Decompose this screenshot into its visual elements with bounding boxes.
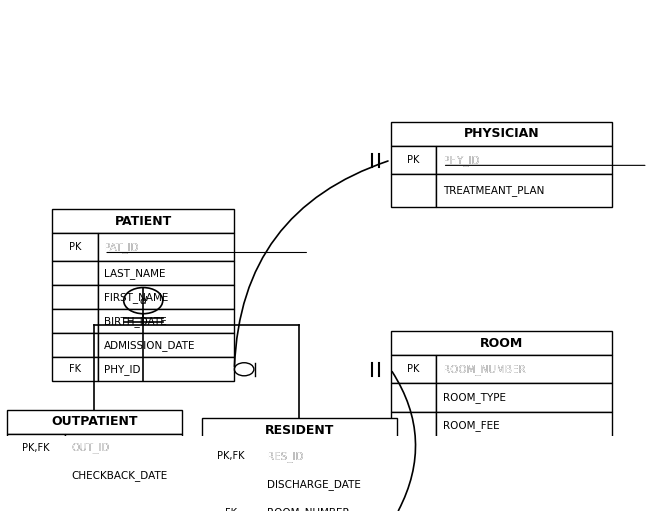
FancyBboxPatch shape (65, 433, 182, 462)
FancyBboxPatch shape (52, 357, 98, 381)
FancyBboxPatch shape (65, 462, 182, 490)
FancyBboxPatch shape (391, 174, 436, 207)
Text: ROOM_NUMBER: ROOM_NUMBER (267, 507, 350, 511)
FancyBboxPatch shape (436, 174, 612, 207)
FancyBboxPatch shape (7, 462, 65, 490)
Text: PHY_ID: PHY_ID (443, 155, 479, 166)
FancyBboxPatch shape (98, 357, 234, 381)
FancyBboxPatch shape (52, 309, 98, 333)
FancyBboxPatch shape (202, 499, 260, 511)
Text: OUT_ID: OUT_ID (72, 442, 110, 453)
FancyBboxPatch shape (98, 285, 234, 309)
Text: PK,FK: PK,FK (22, 443, 49, 453)
FancyBboxPatch shape (202, 442, 260, 471)
FancyBboxPatch shape (436, 146, 612, 174)
FancyBboxPatch shape (98, 309, 234, 333)
Text: PHYSICIAN: PHYSICIAN (464, 127, 539, 141)
Text: FK: FK (225, 508, 237, 511)
FancyBboxPatch shape (436, 383, 612, 412)
FancyBboxPatch shape (98, 262, 234, 285)
Text: ROOM_TYPE: ROOM_TYPE (443, 392, 506, 403)
Text: PK: PK (407, 155, 420, 165)
Text: RESIDENT: RESIDENT (265, 424, 334, 437)
Text: d: d (140, 296, 146, 306)
FancyBboxPatch shape (52, 209, 234, 233)
FancyBboxPatch shape (52, 285, 98, 309)
Text: PHY_ID: PHY_ID (104, 364, 141, 375)
FancyBboxPatch shape (391, 383, 436, 412)
Text: LAST_NAME: LAST_NAME (104, 268, 165, 279)
FancyBboxPatch shape (436, 412, 612, 440)
Text: ROOM_NUMBER: ROOM_NUMBER (443, 364, 525, 375)
Text: PAT_ID: PAT_ID (104, 242, 139, 253)
Text: PK,FK: PK,FK (217, 451, 245, 461)
Text: CHECKBACK_DATE: CHECKBACK_DATE (72, 471, 168, 481)
Text: PATIENT: PATIENT (115, 215, 172, 227)
FancyBboxPatch shape (391, 146, 436, 174)
Text: OUT_ID: OUT_ID (72, 442, 110, 453)
Text: OUTPATIENT: OUTPATIENT (51, 415, 137, 428)
Text: PK: PK (407, 364, 420, 374)
FancyBboxPatch shape (202, 471, 260, 499)
FancyBboxPatch shape (52, 333, 98, 357)
FancyBboxPatch shape (52, 262, 98, 285)
FancyBboxPatch shape (260, 499, 397, 511)
Text: PHY_ID: PHY_ID (443, 155, 479, 166)
FancyBboxPatch shape (391, 331, 612, 355)
FancyBboxPatch shape (436, 355, 612, 383)
Text: FK: FK (69, 364, 81, 374)
Text: DISCHARGE_DATE: DISCHARGE_DATE (267, 479, 361, 490)
Text: ROOM_FEE: ROOM_FEE (443, 421, 499, 431)
FancyBboxPatch shape (391, 412, 436, 440)
FancyBboxPatch shape (202, 419, 397, 442)
Text: BIRTH_DATE: BIRTH_DATE (104, 316, 167, 327)
Text: ADMISSION_DATE: ADMISSION_DATE (104, 340, 196, 351)
FancyBboxPatch shape (391, 355, 436, 383)
Text: RES_ID: RES_ID (267, 451, 303, 462)
Text: ROOM_NUMBER: ROOM_NUMBER (443, 364, 525, 375)
FancyBboxPatch shape (98, 233, 234, 262)
Text: RES_ID: RES_ID (267, 451, 303, 462)
Text: ROOM: ROOM (480, 337, 523, 350)
FancyBboxPatch shape (260, 442, 397, 471)
Text: FIRST_NAME: FIRST_NAME (104, 292, 169, 303)
FancyBboxPatch shape (7, 409, 182, 433)
FancyBboxPatch shape (52, 233, 98, 262)
Text: TREATMEANT_PLAN: TREATMEANT_PLAN (443, 185, 544, 196)
FancyBboxPatch shape (7, 433, 65, 462)
Text: PK: PK (68, 242, 81, 252)
FancyBboxPatch shape (391, 122, 612, 146)
Text: PAT_ID: PAT_ID (104, 242, 139, 253)
FancyBboxPatch shape (98, 333, 234, 357)
FancyBboxPatch shape (260, 471, 397, 499)
